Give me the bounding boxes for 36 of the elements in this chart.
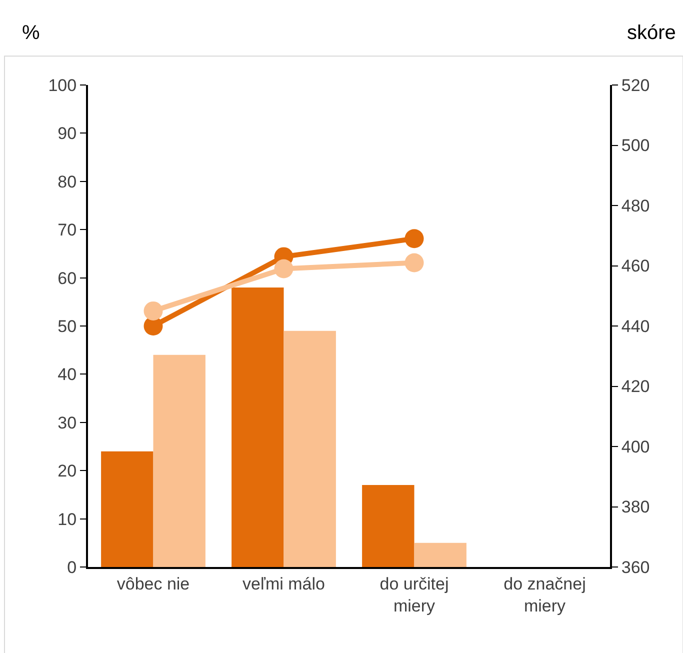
bar bbox=[284, 330, 336, 567]
bar bbox=[153, 354, 206, 567]
y2-tick-label: 380 bbox=[621, 498, 650, 517]
point bbox=[144, 301, 163, 320]
y2-tick-label: 400 bbox=[621, 437, 650, 456]
y-tick-label: 30 bbox=[58, 413, 77, 432]
y-tick-label: 80 bbox=[58, 172, 77, 192]
bar bbox=[101, 451, 154, 567]
y-tick-label: 20 bbox=[58, 462, 77, 481]
bar bbox=[414, 542, 466, 567]
y-tick-label: 60 bbox=[58, 268, 77, 288]
x-tick-label: do značnej miery bbox=[504, 574, 586, 616]
y-tick-label: 40 bbox=[58, 365, 77, 384]
y-axis-title: % bbox=[22, 22, 40, 44]
y2-tick-label: 500 bbox=[621, 136, 650, 156]
y-tick-label: 50 bbox=[58, 316, 77, 336]
y2-tick-label: 440 bbox=[621, 316, 650, 336]
bar bbox=[232, 287, 284, 567]
y-tick-label: 90 bbox=[58, 124, 77, 144]
y2-tick-label: 480 bbox=[621, 196, 650, 216]
y2-tick-label: 460 bbox=[621, 256, 650, 276]
x-tick-label: vôbec nie bbox=[116, 574, 190, 594]
y2-tick-label: 420 bbox=[621, 377, 650, 396]
point bbox=[404, 253, 424, 272]
x-tick-label: do určitej miery bbox=[380, 574, 449, 616]
y2-axis-title: skóre bbox=[627, 22, 676, 44]
point bbox=[274, 259, 294, 278]
bar bbox=[362, 485, 414, 567]
y-tick-label: 0 bbox=[67, 558, 77, 577]
y-tick-label: 100 bbox=[48, 76, 77, 95]
y-tick-label: 70 bbox=[58, 220, 77, 240]
x-tick-label: veľmi málo bbox=[242, 574, 325, 594]
y2-tick-label: 520 bbox=[621, 76, 650, 95]
y2-tick-label: 360 bbox=[621, 558, 650, 577]
y-tick-label: 10 bbox=[58, 510, 77, 529]
point bbox=[404, 229, 424, 248]
